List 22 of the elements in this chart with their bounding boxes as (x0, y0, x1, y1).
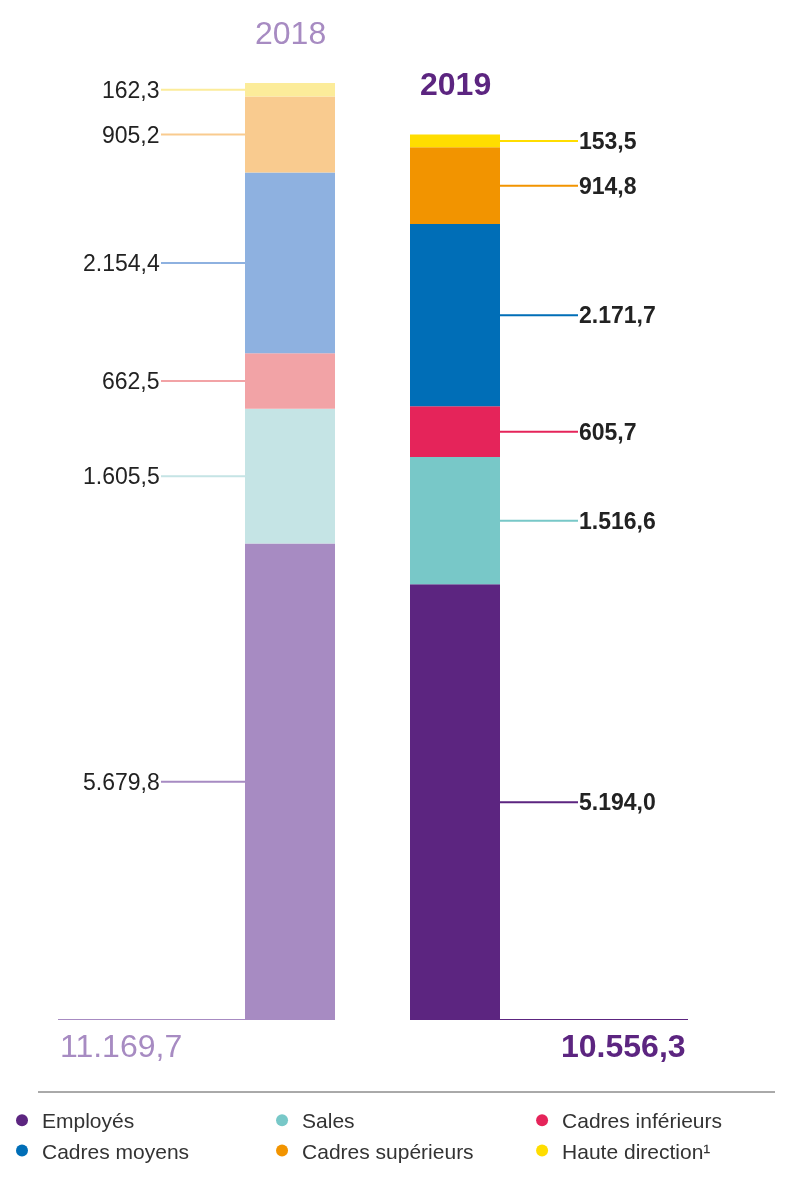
data-label: 2.154,4 (83, 250, 160, 276)
data-label: 2.171,7 (579, 302, 656, 328)
legend-label: Haute direction¹ (562, 1139, 711, 1163)
legend-label: Cadres moyens (42, 1139, 190, 1163)
legend-label: Employés (42, 1109, 135, 1133)
data-label: 1.605,5 (83, 463, 160, 489)
x-tick-label: 2018 (255, 15, 327, 51)
legend-label: Cadres inférieurs (562, 1109, 722, 1133)
data-label: 1.516,6 (579, 508, 656, 534)
data-label: 153,5 (579, 128, 637, 154)
data-label: 5.679,8 (83, 769, 160, 795)
legend-label: Cadres supérieurs (302, 1139, 474, 1163)
total-label: 11.169,7 (60, 1028, 183, 1064)
total-label: 10.556,3 (561, 1028, 686, 1064)
x-tick-label: 2019 (420, 66, 492, 102)
data-label: 162,3 (102, 77, 160, 103)
data-label: 662,5 (102, 368, 160, 394)
data-label: 5.194,0 (579, 789, 656, 815)
data-label: 914,8 (579, 173, 637, 199)
data-label: 605,7 (579, 419, 637, 445)
legend-label: Sales (302, 1109, 355, 1133)
data-label: 905,2 (102, 122, 160, 148)
